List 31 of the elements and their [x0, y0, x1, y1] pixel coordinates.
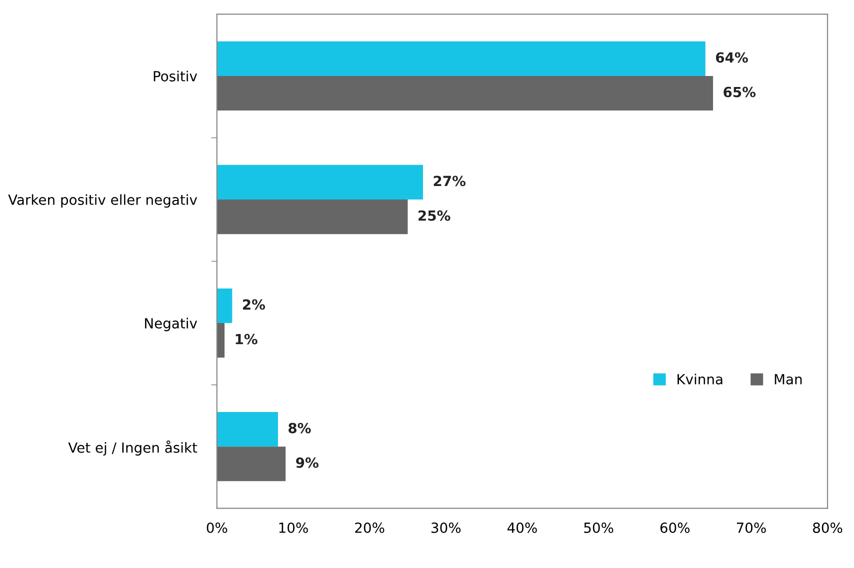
- data-label: 64%: [716, 52, 748, 63]
- data-label: 25%: [418, 210, 450, 221]
- x-tick-label: 10%: [279, 522, 308, 533]
- x-tick-label: 20%: [355, 522, 384, 533]
- legend-label: Man: [774, 374, 802, 384]
- legend-label: Kvinna: [678, 374, 722, 384]
- y-tick-label: Varken positiv eller negativ: [8, 194, 198, 208]
- bar: [216, 76, 714, 111]
- bar: [216, 412, 278, 447]
- x-tick-label: 70%: [736, 522, 766, 533]
- x-tick-label: 40%: [507, 522, 537, 533]
- bar: [216, 41, 706, 76]
- x-tick-label: 0%: [206, 522, 228, 533]
- data-label: 65%: [724, 86, 756, 98]
- data-label: 1%: [236, 334, 258, 344]
- x-tick-label: 50%: [584, 522, 614, 533]
- y-tick-label: Positiv: [154, 70, 198, 82]
- x-tick-label: 60%: [660, 522, 690, 533]
- bar: [216, 164, 423, 200]
- x-tick-label: 30%: [432, 522, 461, 533]
- data-label: 9%: [296, 457, 318, 468]
- bar: [216, 323, 225, 358]
- data-label: 8%: [288, 422, 311, 434]
- x-tick-label: 80%: [813, 522, 842, 533]
- bar: [216, 288, 232, 324]
- data-label: 27%: [434, 176, 466, 186]
- bar: [216, 446, 286, 482]
- y-tick-label: Vet ej / Ingen åsikt: [68, 440, 198, 456]
- bar: [216, 200, 408, 234]
- y-tick-label: Negativ: [145, 318, 198, 332]
- data-label: 2%: [243, 299, 266, 310]
